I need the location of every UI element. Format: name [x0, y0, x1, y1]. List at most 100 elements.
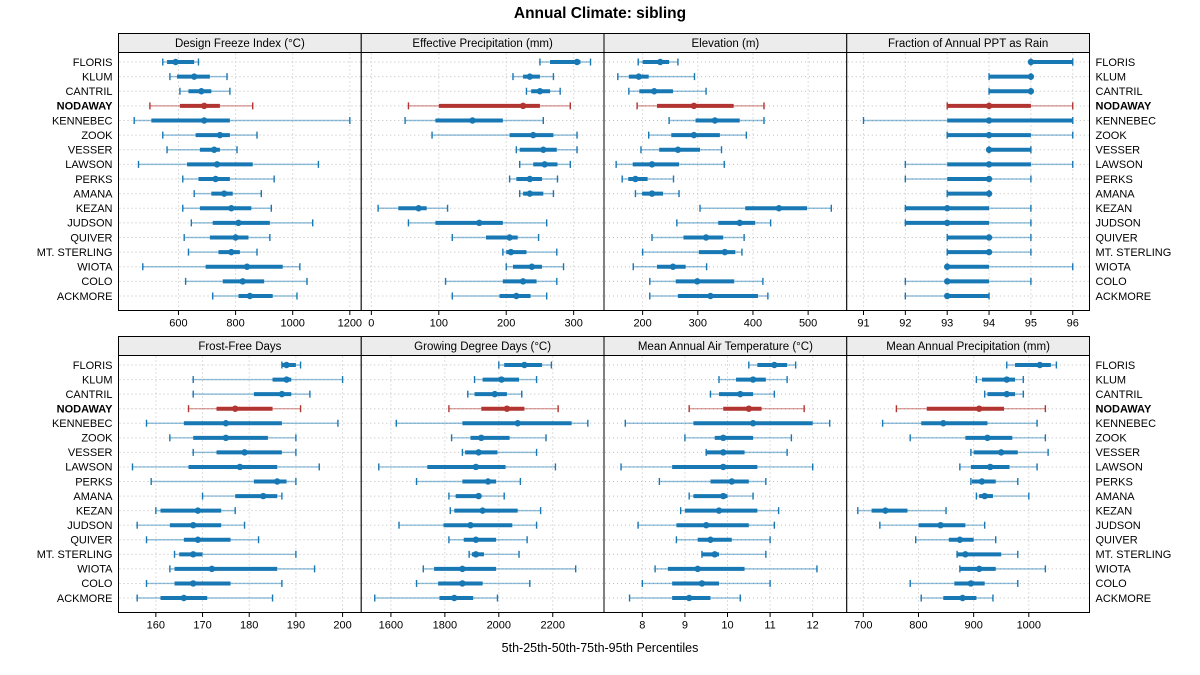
station-series — [136, 594, 274, 602]
station-series — [1006, 361, 1058, 369]
station-series — [983, 390, 1024, 398]
median-dot — [469, 117, 476, 124]
median-dot — [246, 292, 254, 300]
axis-tick-label: 200 — [333, 620, 351, 632]
station-series — [179, 87, 231, 95]
station-series — [684, 434, 793, 442]
station-series — [150, 478, 297, 485]
station-series — [145, 579, 283, 587]
median-dot — [189, 521, 197, 529]
median-dot — [541, 161, 548, 168]
axis-tick-label: 200 — [497, 318, 515, 330]
station-series — [519, 160, 571, 168]
station-label-right: VESSER — [1096, 145, 1141, 157]
station-label-right: FLORIS — [1096, 57, 1136, 69]
station-series — [415, 579, 531, 587]
station-series — [946, 131, 1074, 139]
station-series — [415, 478, 522, 485]
median-dot — [657, 58, 664, 66]
station-label-left: MT. STERLING — [37, 549, 113, 561]
station-series — [192, 448, 297, 456]
station-series — [679, 507, 780, 515]
station-label-left: CANTRIL — [65, 86, 112, 98]
median-dot — [943, 263, 951, 270]
median-dot — [479, 507, 486, 514]
station-label-right: KLUM — [1096, 71, 1127, 83]
panel-mean-annual-air-temperature-c-: Mean Annual Air Temperature (°C) 8 9 10 11 12 — [603, 336, 848, 632]
median-dot — [943, 292, 951, 300]
station-series — [904, 204, 1032, 212]
median-dot — [180, 594, 188, 602]
median-dot — [720, 434, 727, 442]
station-label-right: JUDSON — [1096, 520, 1141, 532]
axis-tick-label: 180 — [240, 620, 258, 632]
median-dot — [459, 565, 466, 573]
axis-tick-label: 2000 — [487, 620, 511, 632]
station-label-right: ACKMORE — [1096, 593, 1152, 605]
median-dot — [690, 131, 698, 139]
axis-tick-label: 1800 — [433, 620, 457, 632]
station-series — [985, 146, 1032, 154]
median-dot — [1003, 390, 1010, 398]
station-series — [975, 492, 1030, 500]
panel-growing-degree-days-c-: Growing Degree Days (°C) 1600 1800 2000 2200 — [360, 336, 605, 632]
station-series — [473, 376, 538, 384]
station-series — [190, 219, 314, 227]
median-dot — [720, 449, 727, 456]
median-dot — [476, 219, 483, 227]
station-label-right: VESSER — [1096, 447, 1141, 459]
station-series — [636, 102, 765, 110]
station-series — [920, 594, 994, 602]
station-label-left: LAWSON — [65, 462, 112, 474]
station-label-left: CANTRIL — [65, 389, 112, 401]
station-series — [1027, 58, 1074, 66]
median-dot — [975, 565, 983, 573]
station-series — [192, 390, 311, 398]
station-series — [169, 73, 228, 81]
station-series — [909, 579, 1019, 587]
station-series — [881, 419, 1038, 427]
station-series — [628, 594, 741, 602]
median-dot — [690, 102, 698, 110]
median-dot — [728, 478, 735, 485]
median-dot — [243, 263, 251, 270]
station-series — [449, 507, 542, 515]
station-label-right: CANTRIL — [1096, 389, 1143, 401]
station-series — [182, 175, 275, 183]
station-series — [620, 463, 814, 471]
axis-tick-label: 12 — [807, 620, 819, 632]
median-dot — [985, 234, 993, 241]
station-series — [187, 405, 302, 413]
station-series — [378, 463, 557, 471]
median-dot — [943, 205, 951, 212]
station-series — [640, 146, 723, 154]
station-series — [879, 521, 986, 529]
median-dot — [702, 234, 710, 241]
station-label-left: NODAWAY — [57, 403, 113, 415]
station-label-left: KLUM — [82, 71, 113, 83]
station-series — [628, 87, 707, 95]
station-series — [448, 536, 528, 544]
station-series — [904, 175, 1032, 183]
median-dot — [189, 580, 197, 587]
station-series — [632, 263, 708, 271]
station-label-left: VESSER — [68, 447, 113, 459]
station-label-left: QUIVER — [70, 535, 112, 547]
median-dot — [978, 478, 986, 485]
station-label-right: COLO — [1096, 578, 1128, 590]
station-series — [498, 361, 553, 369]
median-dot — [648, 161, 656, 168]
axis-tick-label: 200 — [633, 318, 651, 330]
median-dot — [685, 594, 693, 602]
station-series — [676, 219, 772, 227]
station-series — [688, 492, 754, 500]
station-label-right: CANTRIL — [1096, 86, 1143, 98]
station-series — [166, 146, 238, 154]
station-series — [904, 160, 1074, 168]
axis-tick-label: 300 — [564, 318, 582, 330]
station-label-right: KEZAN — [1096, 203, 1133, 215]
median-dot — [669, 263, 677, 270]
axis-tick-label: 500 — [799, 318, 817, 330]
